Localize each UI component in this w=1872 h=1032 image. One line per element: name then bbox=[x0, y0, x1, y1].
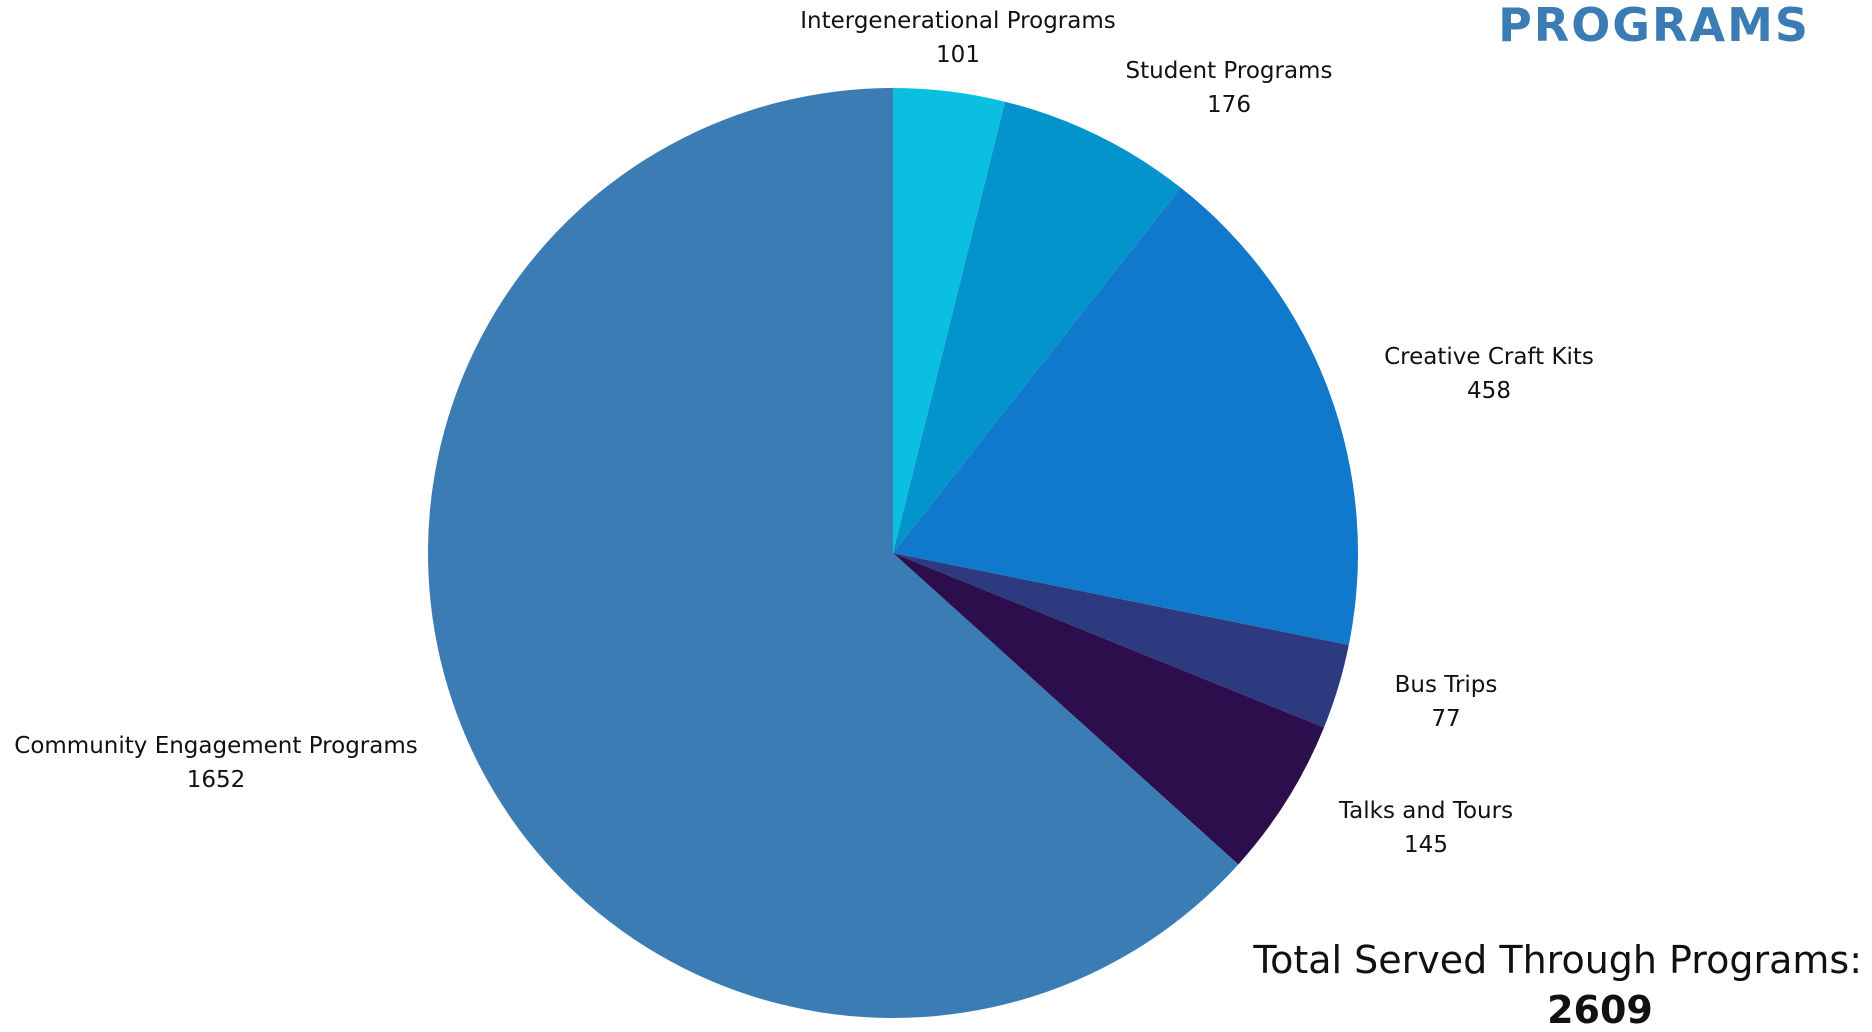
total-served-value: 2609 bbox=[1547, 988, 1653, 1032]
pie-slice-community-engagement-programs bbox=[428, 88, 1239, 1018]
pie-slice-creative-craft-kits bbox=[893, 187, 1359, 646]
pie-slices bbox=[428, 88, 1359, 1018]
slice-label-name: Bus Trips bbox=[1395, 672, 1498, 698]
slice-label-value: 176 bbox=[1207, 92, 1251, 118]
pie-slice-intergenerational-programs bbox=[893, 88, 1005, 553]
slice-label-value: 77 bbox=[1431, 706, 1460, 732]
slice-label-value: 145 bbox=[1404, 832, 1448, 858]
slice-label-value: 101 bbox=[936, 42, 980, 68]
total-served-label: Total Served Through Programs: bbox=[1253, 938, 1862, 982]
slice-label-name: Student Programs bbox=[1126, 58, 1333, 84]
pie-labels: Intergenerational Programs 101 Student Pro… bbox=[14, 8, 1594, 858]
slice-label-name: Creative Craft Kits bbox=[1384, 344, 1594, 370]
slice-label-name: Intergenerational Programs bbox=[800, 8, 1116, 34]
pie-slice-student-programs bbox=[893, 101, 1181, 553]
page-title: PROGRAMS bbox=[1498, 0, 1810, 52]
pie-slice-talks-and-tours bbox=[893, 553, 1325, 865]
pie-slice-bus-trips bbox=[893, 553, 1349, 728]
slice-label-name: Talks and Tours bbox=[1338, 798, 1513, 824]
slice-label-value: 458 bbox=[1467, 378, 1511, 404]
slice-label-value: 1652 bbox=[187, 767, 246, 793]
slice-label-name: Community Engagement Programs bbox=[14, 733, 417, 759]
